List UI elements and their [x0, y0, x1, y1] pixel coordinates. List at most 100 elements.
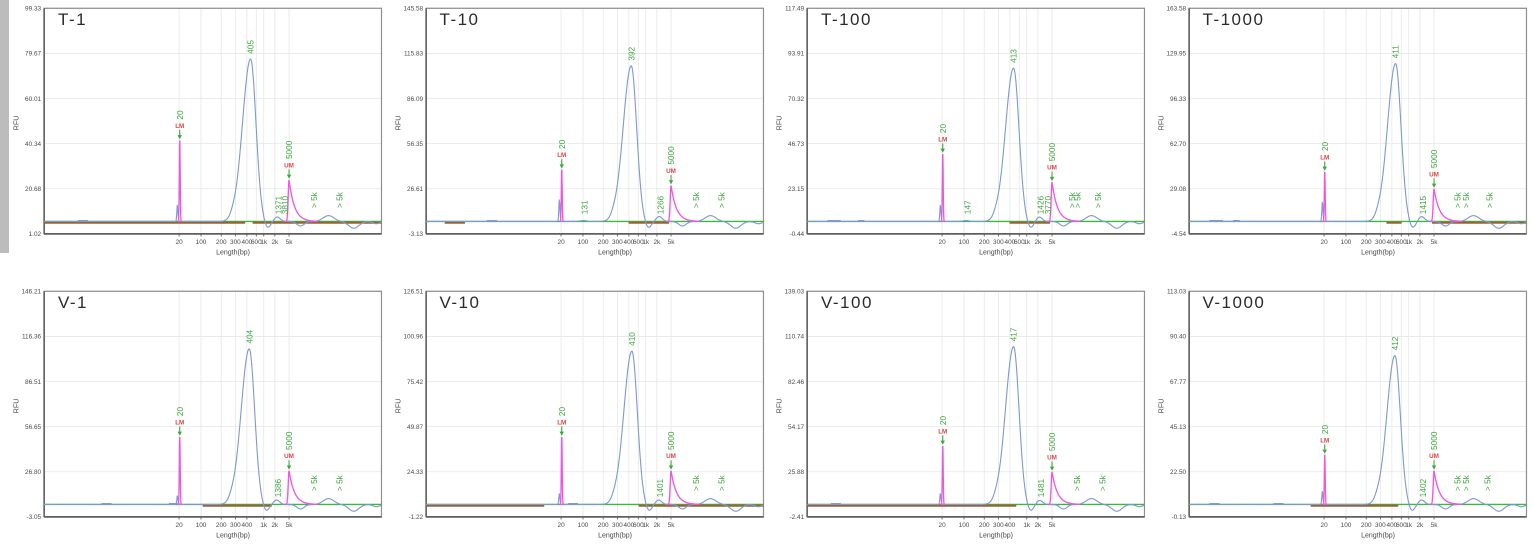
svg-text:417: 417 [1010, 327, 1019, 341]
svg-text:Length(bp): Length(bp) [598, 248, 632, 256]
svg-text:56.65: 56.65 [25, 424, 41, 431]
grid-lines [1188, 290, 1526, 518]
svg-text:86.51: 86.51 [25, 379, 41, 386]
chart-panel-v-1000: 113.03 90.40 67.77 45.13 22.50 -0.13 RFU 20 100 2… [1154, 283, 1532, 550]
svg-text:UM: UM [666, 453, 676, 460]
svg-text:> 5k: > 5k [1074, 191, 1083, 208]
svg-text:LM: LM [557, 419, 566, 426]
svg-text:5000: 5000 [1048, 432, 1057, 451]
svg-text:LM: LM [557, 152, 566, 159]
svg-text:1386: 1386 [274, 478, 283, 497]
svg-text:200: 200 [216, 239, 227, 246]
svg-text:400: 400 [1005, 239, 1016, 246]
svg-text:24.33: 24.33 [407, 469, 423, 476]
svg-text:147: 147 [964, 200, 973, 214]
svg-text:1k: 1k [642, 522, 650, 529]
svg-text:20.68: 20.68 [25, 186, 41, 193]
window-edge-strip [0, 0, 9, 253]
svg-text:5k: 5k [1049, 522, 1057, 529]
svg-text:20: 20 [176, 110, 185, 120]
plot-frame [43, 7, 383, 235]
svg-text:20: 20 [939, 239, 947, 246]
svg-text:5000: 5000 [285, 431, 294, 450]
svg-text:UM: UM [1047, 165, 1057, 172]
svg-text:131: 131 [580, 200, 589, 214]
chart-panel-v-1: 146.21 116.36 86.51 56.65 26.80 -3.05 RFU 20 100… [10, 283, 388, 550]
svg-text:56.35: 56.35 [407, 141, 423, 148]
plot-frame [806, 7, 1146, 235]
svg-text:1k: 1k [1023, 522, 1031, 529]
svg-text:400: 400 [242, 522, 253, 529]
svg-text:20: 20 [176, 239, 184, 246]
svg-text:> 5k: > 5k [1485, 191, 1494, 208]
svg-text:LM: LM [938, 428, 947, 435]
svg-text:1.02: 1.02 [29, 231, 42, 238]
y-axis: 145.58 115.83 86.09 56.35 26.61 -3.13 RFU [394, 5, 423, 238]
peak-labels: LM 20 UM 5000 392 131 1266 > 5k > 5k [557, 46, 726, 214]
svg-text:Length(bp): Length(bp) [216, 248, 250, 256]
chart-title: V-10 [439, 293, 481, 312]
svg-text:20: 20 [939, 123, 948, 133]
svg-text:26.80: 26.80 [25, 469, 41, 476]
y-axis: 99.33 79.67 60.01 40.34 20.68 1.02 RFU [13, 5, 42, 238]
svg-text:60.01: 60.01 [25, 96, 41, 103]
svg-text:400: 400 [1386, 522, 1397, 529]
marker-trace [177, 140, 318, 223]
svg-text:82.46: 82.46 [788, 379, 804, 386]
svg-text:25.88: 25.88 [788, 469, 804, 476]
svg-text:RFU: RFU [1157, 116, 1165, 131]
chart-title: T-10 [439, 10, 480, 29]
svg-text:20: 20 [557, 522, 565, 529]
svg-text:RFU: RFU [776, 116, 784, 131]
chart-panel-t-1000: 163.58 129.95 96.33 62.70 29.08 -4.54 RFU 20 100… [1154, 0, 1532, 267]
grid-lines [425, 7, 763, 235]
svg-text:116.36: 116.36 [22, 334, 42, 341]
plot-frame [806, 290, 1146, 518]
svg-text:20: 20 [1320, 141, 1329, 151]
svg-text:> 5k: > 5k [717, 474, 726, 491]
svg-text:5000: 5000 [1430, 431, 1439, 450]
svg-text:2k: 2k [1034, 239, 1042, 246]
svg-text:49.87: 49.87 [407, 424, 423, 431]
chart-title: V-100 [821, 293, 873, 312]
svg-text:300: 300 [1375, 522, 1386, 529]
svg-text:Length(bp): Length(bp) [216, 531, 250, 539]
svg-text:1415: 1415 [1419, 195, 1428, 214]
svg-text:> 5k: > 5k [717, 191, 726, 208]
svg-text:100: 100 [1340, 522, 1351, 529]
sample-trace [425, 65, 763, 229]
svg-text:Length(bp): Length(bp) [979, 248, 1013, 256]
svg-text:115.83: 115.83 [403, 51, 423, 58]
svg-text:RFU: RFU [394, 116, 402, 131]
svg-text:100: 100 [959, 522, 970, 529]
svg-text:117.49: 117.49 [785, 5, 805, 12]
svg-text:RFU: RFU [1157, 399, 1165, 414]
svg-text:5000: 5000 [667, 146, 676, 165]
svg-text:1401: 1401 [656, 478, 665, 497]
x-axis: 20 100 200 300 400 1k 2k 5k Length(bp) [176, 516, 293, 540]
svg-text:300: 300 [612, 522, 623, 529]
marker-trace [940, 153, 1081, 223]
svg-text:> 5k: > 5k [1094, 191, 1103, 208]
svg-text:UM: UM [284, 453, 294, 460]
svg-text:> 5k: > 5k [1098, 474, 1107, 491]
svg-text:5k: 5k [667, 239, 675, 246]
svg-text:5000: 5000 [285, 140, 294, 159]
svg-text:-2.41: -2.41 [789, 514, 804, 521]
svg-text:400: 400 [1005, 522, 1016, 529]
svg-text:600: 600 [1395, 239, 1406, 246]
svg-text:300: 300 [993, 239, 1004, 246]
svg-text:20: 20 [176, 406, 185, 416]
sample-trace [807, 67, 1145, 229]
svg-text:70.32: 70.32 [788, 96, 804, 103]
svg-text:5000: 5000 [1430, 149, 1439, 168]
y-axis: 117.49 93.91 70.32 46.73 23.15 -0.44 RFU [776, 5, 805, 238]
svg-text:405: 405 [247, 40, 256, 54]
svg-text:40.34: 40.34 [25, 141, 41, 148]
svg-text:300: 300 [230, 239, 241, 246]
svg-text:75.42: 75.42 [407, 379, 423, 386]
svg-text:100: 100 [196, 239, 207, 246]
